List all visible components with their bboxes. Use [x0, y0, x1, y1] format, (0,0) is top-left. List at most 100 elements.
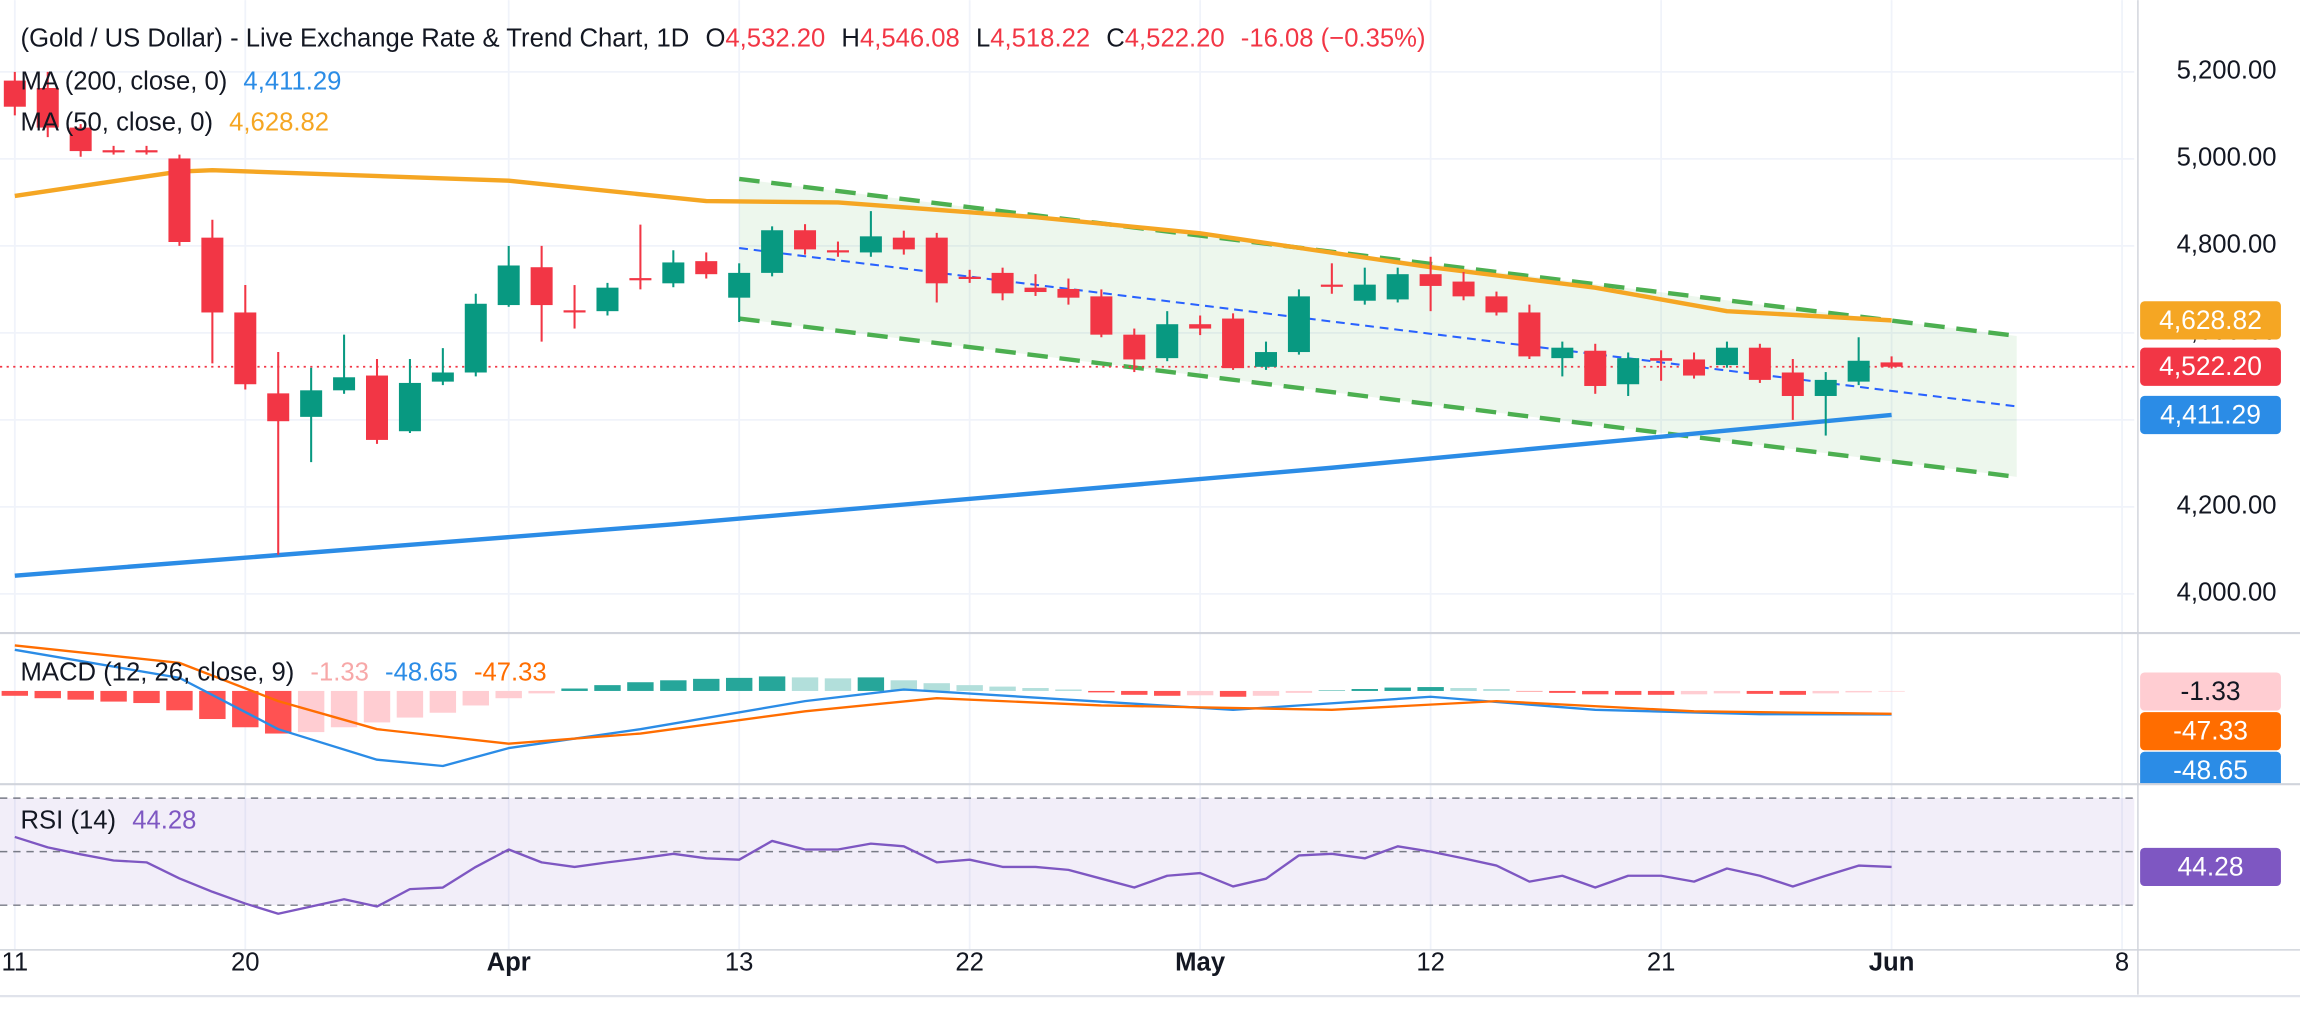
candle-body	[333, 377, 356, 391]
histogram-bar	[1417, 687, 1444, 691]
x-tick-label: 13	[725, 949, 754, 977]
ohlc-label: H	[841, 25, 860, 53]
candle-body	[1419, 274, 1442, 286]
rsi-value: 44.28	[132, 806, 196, 834]
histogram-bar	[166, 690, 193, 711]
price-badge	[2140, 347, 2281, 386]
candle-body	[1386, 274, 1409, 300]
macd-pane: -1.33 -47.33 -48.65	[1, 644, 2281, 785]
candle-body	[958, 276, 981, 279]
candle-body	[629, 278, 652, 281]
histogram-bar	[462, 690, 489, 706]
candle-body	[1189, 324, 1212, 329]
histogram-bar	[956, 685, 983, 691]
histogram-bar	[594, 685, 621, 691]
histogram-bar	[1549, 690, 1576, 693]
candle-body	[36, 88, 59, 128]
candle-body	[1847, 360, 1870, 382]
histogram-bar	[1384, 687, 1411, 691]
candle-body	[1452, 281, 1475, 297]
candle-body	[1057, 288, 1080, 298]
price-badge	[2140, 751, 2281, 784]
histogram-bar	[824, 678, 852, 691]
price-badge-label: 44.28	[2177, 851, 2243, 881]
candle-body	[431, 372, 454, 382]
x-tick-label: 8	[2115, 949, 2129, 977]
histogram-bar	[1055, 689, 1082, 691]
rsi-pane	[0, 797, 2135, 915]
price-badge	[2140, 395, 2281, 435]
histogram-bar	[1022, 688, 1049, 691]
rsi-title: RSI (14)	[21, 806, 117, 834]
histogram-bar	[67, 690, 94, 700]
candle-body	[1551, 347, 1574, 359]
price-badge-label: 4,628.82	[2159, 305, 2262, 335]
ohlc-label: L	[976, 25, 990, 53]
macd-title: MACD (12, 26, close, 9)	[21, 658, 295, 686]
candle-body	[3, 80, 26, 107]
grid	[0, 0, 2135, 950]
candle-body	[563, 310, 586, 313]
candle-body	[1287, 296, 1310, 353]
histogram-bar	[1154, 690, 1181, 696]
candle-body	[267, 393, 290, 422]
histogram-bar	[1713, 690, 1741, 694]
histogram-bar	[133, 690, 160, 704]
histogram-bar	[1845, 690, 1872, 693]
candle-body	[398, 382, 421, 432]
candle-body	[464, 303, 487, 373]
candle-body	[761, 230, 784, 273]
histogram-bar	[1252, 690, 1280, 696]
histogram-bar	[1614, 690, 1642, 695]
candle-body	[1123, 334, 1146, 360]
price-badge-label: -48.65	[2173, 755, 2248, 785]
candle-body	[728, 272, 751, 298]
y-tick-label: 5,000.00	[2177, 144, 2277, 172]
price-pane	[0, 71, 2135, 578]
histogram-bar	[1186, 690, 1214, 696]
x-tick-label: 12	[1416, 949, 1445, 977]
histogram-bar	[627, 682, 654, 691]
price-badge-label: 4,411.29	[2160, 399, 2261, 429]
x-tick-label: Jun	[1869, 949, 1915, 977]
candle-body	[892, 237, 915, 250]
moving-average	[14, 412, 1892, 578]
candle-body	[925, 237, 948, 284]
histogram-bar	[1680, 690, 1708, 695]
histogram-bar	[1450, 688, 1477, 691]
candle-body	[1584, 350, 1607, 386]
price-badge-label: -47.33	[2173, 716, 2248, 746]
histogram-bar	[791, 677, 819, 691]
labels: 4,000.004,200.004,400.004,600.004,800.00…	[1, 25, 2281, 977]
histogram-bar	[1219, 690, 1247, 697]
candle-body	[497, 265, 520, 306]
channel-upper	[738, 176, 2017, 339]
signal-line	[14, 644, 1892, 745]
ohlc-value: 4,532.20	[725, 25, 825, 53]
histogram-bar	[758, 676, 786, 691]
price-badge	[2140, 712, 2281, 751]
ohlc-value: 4,546.08	[860, 25, 960, 53]
candle-body	[135, 150, 158, 153]
ohlc-label: C	[1106, 25, 1125, 53]
price-badge	[2140, 847, 2281, 887]
histogram-bar	[890, 680, 918, 691]
macd-value: -48.65	[385, 658, 458, 686]
candle-body	[1880, 362, 1903, 367]
candle-body	[859, 236, 882, 253]
candle-body	[1353, 284, 1376, 301]
candle-body	[1781, 372, 1804, 396]
legend-name: MA (200, close, 0)	[21, 67, 228, 95]
x-tick-label: 22	[955, 949, 984, 977]
histogram-bar	[857, 677, 885, 691]
x-tick-label: Apr	[487, 949, 531, 977]
chart-title: (Gold / US Dollar) - Live Exchange Rate …	[21, 25, 690, 53]
candle-body	[1254, 352, 1277, 367]
histogram-bar	[528, 690, 555, 694]
histogram-bar	[693, 678, 720, 691]
histogram-bar	[495, 690, 522, 699]
candle-body	[695, 261, 718, 275]
histogram-bar	[1647, 690, 1675, 695]
